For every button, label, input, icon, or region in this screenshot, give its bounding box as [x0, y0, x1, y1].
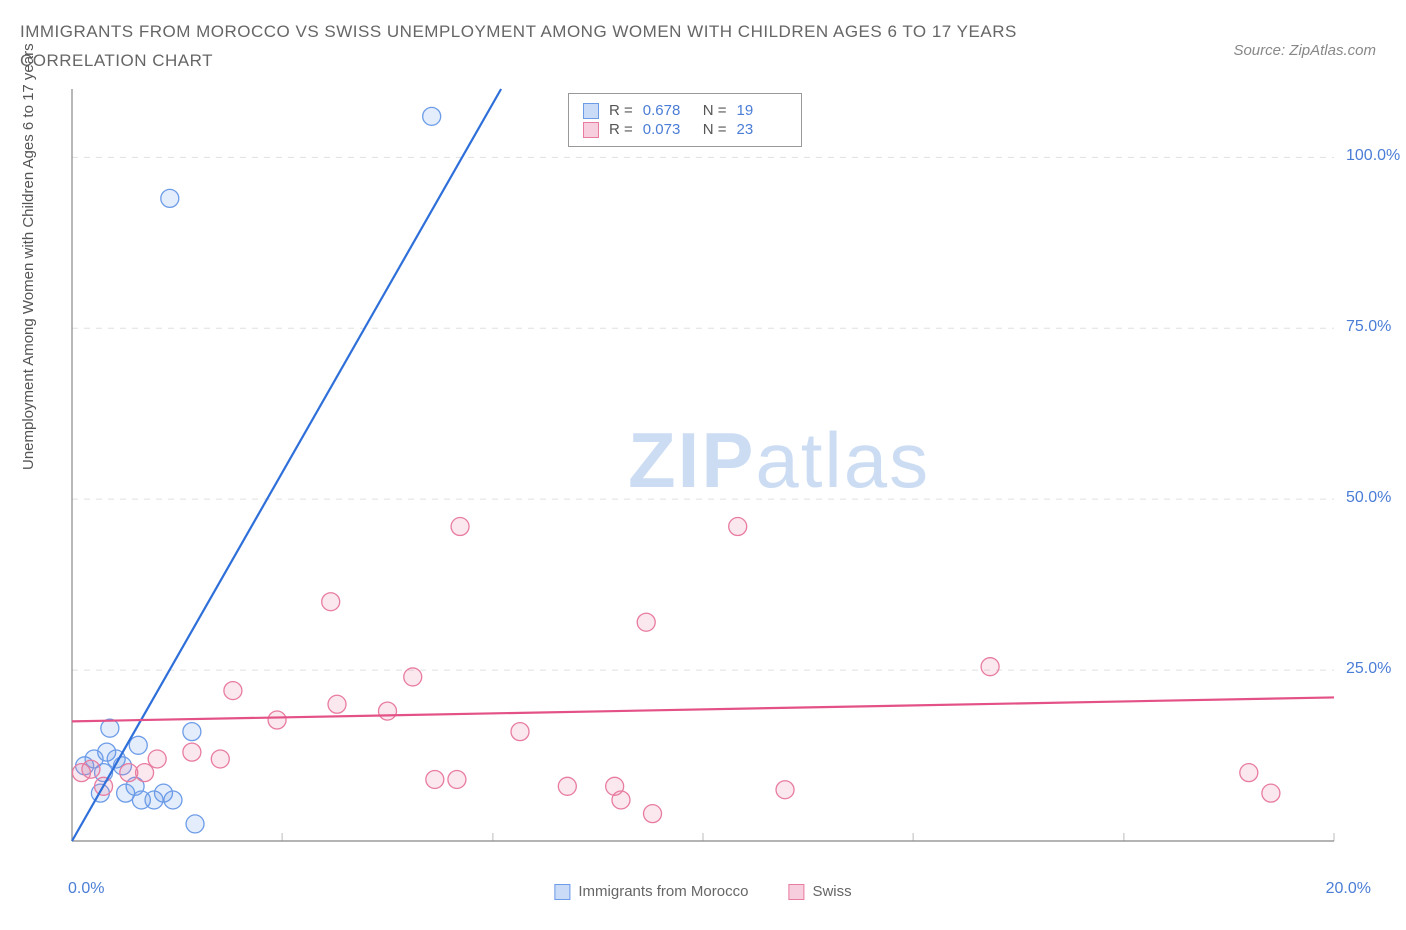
y-tick-label: 25.0% [1346, 660, 1391, 678]
chart-title: IMMIGRANTS FROM MOROCCO VS SWISS UNEMPLO… [20, 18, 1120, 76]
n-value-swiss: 23 [737, 121, 787, 138]
r-value-swiss: 0.073 [643, 121, 693, 138]
y-axis-label: Unemployment Among Women with Children A… [20, 43, 37, 470]
legend-swatch-morocco [554, 884, 570, 900]
legend-label-morocco: Immigrants from Morocco [578, 883, 748, 900]
y-tick-label: 75.0% [1346, 318, 1391, 336]
legend-swatch-swiss [788, 884, 804, 900]
stats-box: R = 0.678 N = 19 R = 0.073 N = 23 [568, 93, 802, 147]
bottom-legend: Immigrants from Morocco Swiss [554, 883, 851, 900]
scatter-plot-svg [68, 85, 1338, 845]
legend-item-swiss: Swiss [788, 883, 851, 900]
stats-swatch-swiss [583, 122, 599, 138]
x-min-label: 0.0% [68, 880, 104, 898]
legend-label-swiss: Swiss [812, 883, 851, 900]
stats-row-morocco: R = 0.678 N = 19 [583, 102, 787, 119]
y-tick-label: 50.0% [1346, 489, 1391, 507]
stats-row-swiss: R = 0.073 N = 23 [583, 121, 787, 138]
y-tick-label: 100.0% [1346, 147, 1400, 165]
n-value-morocco: 19 [737, 102, 787, 119]
r-value-morocco: 0.678 [643, 102, 693, 119]
source-label: Source: ZipAtlas.com [1233, 42, 1376, 59]
x-max-label: 20.0% [1326, 880, 1371, 898]
stats-swatch-morocco [583, 103, 599, 119]
plot-area: ZIPatlas R = 0.678 N = 19 R = 0.073 N = … [68, 85, 1338, 845]
legend-item-morocco: Immigrants from Morocco [554, 883, 748, 900]
